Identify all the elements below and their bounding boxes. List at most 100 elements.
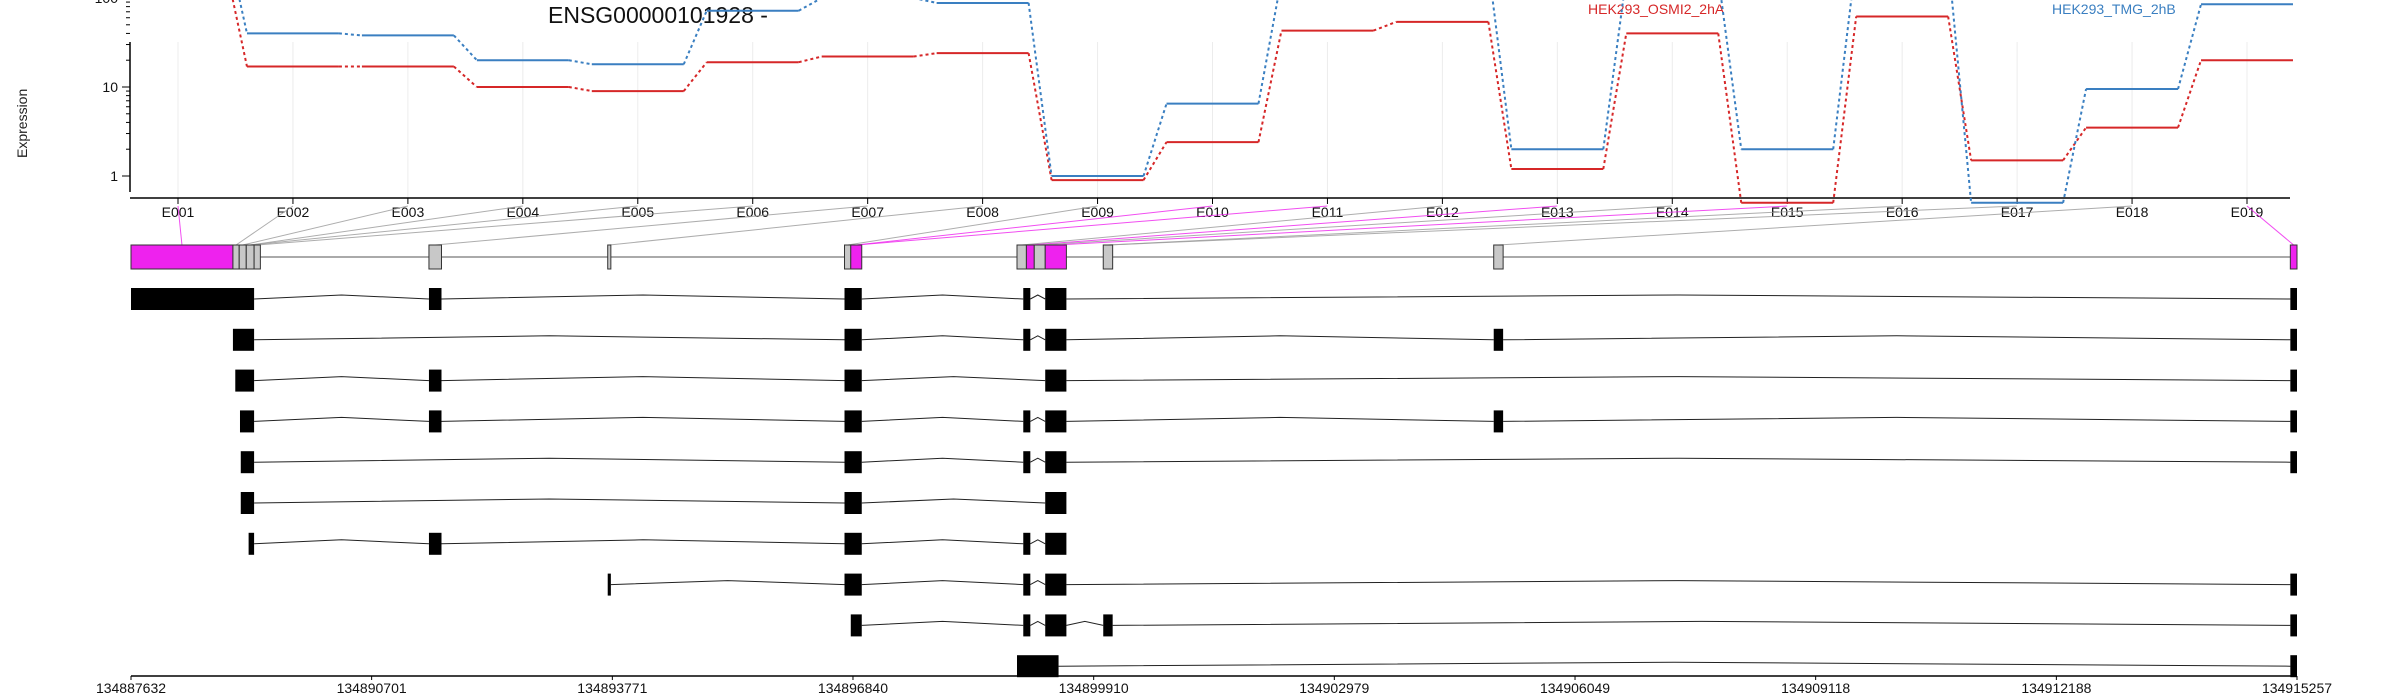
- intron-line: [1503, 416, 2291, 422]
- transcript-exon: [1045, 532, 1067, 555]
- series-1: [231, 0, 2293, 204]
- transcript-exon: [1023, 532, 1031, 555]
- transcript-exon: [1023, 410, 1031, 433]
- merged-exon: [2289, 244, 2298, 270]
- x-tick-label: E010: [1196, 204, 1229, 220]
- series-connector: [1257, 30, 1283, 143]
- intron-line: [1112, 620, 2291, 626]
- transcript-9: [850, 614, 2297, 637]
- intron-line: [861, 294, 1024, 300]
- x-tick-label: E013: [1541, 204, 1574, 220]
- series-connector: [338, 32, 362, 37]
- series-connector: [682, 10, 708, 65]
- exon-connector: [1107, 205, 1903, 246]
- legend-entry-series-2: HEK293_TMG_2hB: [2052, 1, 2176, 17]
- series-connector: [2177, 4, 2202, 90]
- transcript-exon: [1045, 369, 1067, 392]
- exon-connector: [2246, 205, 2294, 246]
- series-connector: [913, 52, 937, 58]
- transcript-exon: [1045, 573, 1067, 596]
- transcript-exon: [2290, 369, 2297, 392]
- x-tick-label: E012: [1426, 204, 1459, 220]
- transcript-10: [1017, 655, 2297, 678]
- series-connector: [1142, 141, 1168, 181]
- series-connector: [453, 34, 478, 61]
- merged-exon: [253, 244, 261, 270]
- series-connector: [453, 65, 478, 88]
- transcript-exon: [844, 328, 862, 351]
- intron-line: [1030, 335, 1046, 341]
- intron-line: [610, 580, 845, 586]
- intron-line: [861, 580, 1024, 586]
- transcript-exon: [2290, 573, 2297, 596]
- series-connector: [1832, 16, 1858, 203]
- exon-connector: [257, 205, 753, 246]
- x-tick-label: E018: [2116, 204, 2149, 220]
- exon-connector: [177, 205, 183, 246]
- transcript-exon: [844, 288, 862, 310]
- intron-line: [1066, 376, 2291, 382]
- transcript-exon: [1103, 614, 1113, 637]
- x-tick-label: E004: [506, 204, 539, 220]
- x-tick-label: E009: [1081, 204, 1114, 220]
- transcript-exon: [844, 492, 862, 514]
- merged-exon: [1102, 244, 1114, 270]
- exon-connector: [235, 205, 294, 246]
- series-connector: [231, 0, 248, 67]
- intron-line: [861, 498, 1046, 504]
- intron-line: [1030, 416, 1046, 422]
- coordinate-tick-label: 134890701: [337, 680, 407, 696]
- merged-exon: [1025, 244, 1035, 270]
- series-connector: [1027, 2, 1053, 177]
- exon-connector: [1030, 205, 1558, 246]
- transcript-6: [240, 492, 1067, 514]
- intron-line: [861, 376, 1046, 382]
- intron-line: [1066, 620, 1104, 626]
- transcript-exon: [1493, 328, 1504, 351]
- exon-connector: [847, 205, 1098, 246]
- series-connector: [1951, 0, 1973, 203]
- transcript-exon: [850, 614, 862, 637]
- transcript-exon: [844, 451, 862, 474]
- series-connector: [1947, 16, 1973, 161]
- intron-line: [254, 294, 429, 300]
- intron-line: [1066, 335, 1494, 341]
- transcript-exon: [131, 288, 255, 310]
- intron-line: [861, 416, 1024, 422]
- merged-exon: [1016, 244, 1027, 270]
- intron-line: [254, 457, 845, 463]
- transcript-exon: [844, 369, 862, 392]
- intron-line: [861, 335, 1024, 341]
- transcript-exon: [2290, 451, 2297, 474]
- coordinate-tick-label: 134887632: [96, 680, 166, 696]
- transcript-exon: [248, 532, 255, 555]
- x-tick-label: E003: [392, 204, 425, 220]
- transcript-exon: [428, 288, 442, 310]
- transcript-7: [248, 532, 1067, 555]
- merged-exon: [245, 244, 255, 270]
- transcript-3: [235, 369, 2297, 392]
- coordinate-tick-label: 134906049: [1540, 680, 1610, 696]
- x-tick-label: E007: [851, 204, 884, 220]
- intron-line: [441, 294, 845, 300]
- merged-exon: [232, 244, 240, 270]
- transcript-8: [607, 573, 2297, 596]
- exon-connector: [1498, 205, 2133, 246]
- intron-line: [254, 416, 429, 422]
- intron-line: [254, 498, 845, 504]
- intron-line: [1066, 580, 2291, 586]
- exon-connector: [1107, 205, 2018, 246]
- series-connector: [1142, 103, 1168, 177]
- transcript-exon: [1493, 410, 1504, 433]
- coordinate-tick-label: 134896840: [818, 680, 888, 696]
- intron-line: [1066, 457, 2291, 463]
- exon-connector: [856, 205, 1213, 246]
- y-tick-label: 10: [102, 79, 118, 95]
- series-connector: [798, 55, 822, 64]
- intron-line: [1030, 580, 1046, 586]
- x-tick-label: E019: [2231, 204, 2264, 220]
- merged-exon: [238, 244, 247, 270]
- series-connector: [682, 61, 708, 92]
- transcript-exon: [239, 410, 255, 433]
- intron-line: [441, 376, 845, 382]
